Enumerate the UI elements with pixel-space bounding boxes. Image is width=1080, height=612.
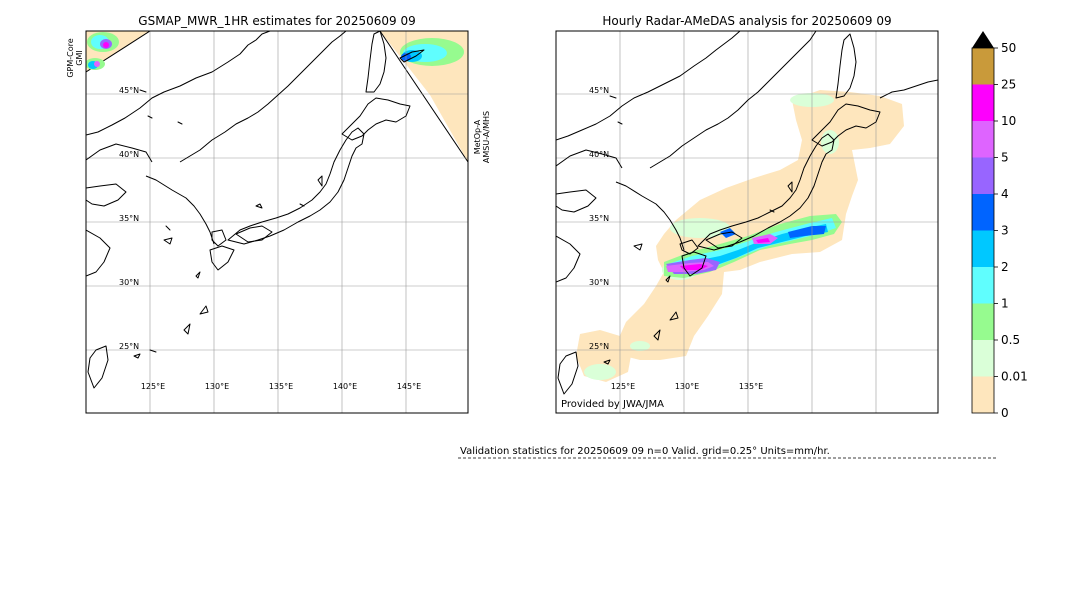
colorbar-extend-triangle: [972, 31, 994, 48]
left-lat-label: 40°N: [119, 150, 139, 159]
colorbar-tick-label: 3: [1001, 224, 1009, 238]
sensor-left-line1: GPM-Core: [66, 38, 75, 77]
left-lat-label: 35°N: [119, 214, 139, 223]
colorbar-tick-label: 25: [1001, 78, 1016, 92]
right-lat-label: 45°N: [589, 86, 609, 95]
left-map-panel: GSMAP_MWR_1HR estimates for 20250609 09: [66, 14, 491, 414]
left-panel-title: GSMAP_MWR_1HR estimates for 20250609 09: [138, 14, 415, 28]
colorbar-tick-label: 0: [1001, 406, 1009, 420]
left-coastlines: [86, 31, 425, 389]
colorbar-segment: [972, 230, 994, 267]
right-lon-label: 125°E: [611, 382, 635, 391]
colorbar-tick-label: 0.5: [1001, 333, 1020, 347]
left-lon-label: 125°E: [141, 382, 165, 391]
colorbar-segment: [972, 194, 994, 231]
right-lon-label: 130°E: [675, 382, 699, 391]
left-lon-labels: 125°E 130°E 135°E 140°E 145°E: [141, 382, 421, 391]
left-precip-top-left: [86, 32, 119, 70]
sensor-label-right: MetOp-A AMSU-A/MHS: [473, 111, 491, 163]
right-lat-label: 35°N: [589, 214, 609, 223]
right-lat-label: 40°N: [589, 150, 609, 159]
sensor-label-left: GPM-Core GMI: [66, 38, 84, 77]
right-map-frame: [555, 30, 939, 414]
colorbar-segment: [972, 303, 994, 340]
colorbar-labels: 0 0.01 0.5 1 2 3 4 5 10 25 50: [994, 41, 1028, 420]
colorbar-segment: [972, 84, 994, 121]
right-lon-labels: 125°E 130°E 135°E: [611, 382, 763, 391]
sensor-right-line2: AMSU-A/MHS: [482, 111, 491, 163]
left-lon-label: 135°E: [269, 382, 293, 391]
right-lat-label: 25°N: [589, 342, 609, 351]
right-map-panel: Hourly Radar-AMeDAS analysis for 2025060…: [555, 14, 939, 414]
colorbar-tick-label: 0.01: [1001, 370, 1028, 384]
radar-rain-band: [664, 214, 842, 278]
left-lat-label: 45°N: [119, 86, 139, 95]
left-lon-label: 140°E: [333, 382, 357, 391]
colorbar: 0 0.01 0.5 1 2 3 4 5 10 25 50: [971, 31, 1028, 420]
colorbar-tick-label: 1: [1001, 297, 1009, 311]
left-map-content: [86, 31, 468, 413]
left-map-frame: [85, 30, 469, 414]
colorbar-tick-label: 10: [1001, 114, 1016, 128]
colorbar-tick-label: 50: [1001, 41, 1016, 55]
left-lon-label: 145°E: [397, 382, 421, 391]
left-precip-northeast: [400, 38, 464, 66]
data-credit: Provided by JWA/JMA: [561, 399, 664, 410]
right-map-content: [556, 31, 938, 413]
colorbar-segment: [972, 121, 994, 158]
colorbar-segment: [972, 376, 994, 413]
sensor-right-line1: MetOp-A: [473, 119, 482, 154]
colorbar-tick-label: 5: [1001, 151, 1009, 165]
left-lat-label: 30°N: [119, 278, 139, 287]
right-lon-label: 135°E: [739, 382, 763, 391]
left-gridlines: [86, 31, 468, 413]
colorbar-segment: [972, 267, 994, 304]
left-lat-labels: 45°N 40°N 35°N 30°N 25°N: [119, 86, 139, 351]
radar-light-coverage: [576, 90, 904, 382]
colorbar-segment: [972, 157, 994, 194]
right-panel-title: Hourly Radar-AMeDAS analysis for 2025060…: [602, 14, 891, 28]
sensor-left-line2: GMI: [75, 50, 84, 65]
right-lat-labels: 45°N 40°N 35°N 30°N 25°N: [589, 86, 609, 351]
colorbar-segment: [972, 340, 994, 377]
validation-statistics-text: Validation statistics for 20250609 09 n=…: [460, 446, 830, 457]
left-lon-label: 130°E: [205, 382, 229, 391]
colorbar-tick-label: 2: [1001, 260, 1009, 274]
validation-statistics: Validation statistics for 20250609 09 n=…: [458, 446, 997, 459]
right-coastlines: [556, 31, 938, 395]
colorbar-tick-label: 4: [1001, 187, 1009, 201]
colorbar-segments: [972, 48, 994, 413]
colorbar-segment: [972, 48, 994, 85]
right-lat-label: 30°N: [589, 278, 609, 287]
left-lat-label: 25°N: [119, 342, 139, 351]
